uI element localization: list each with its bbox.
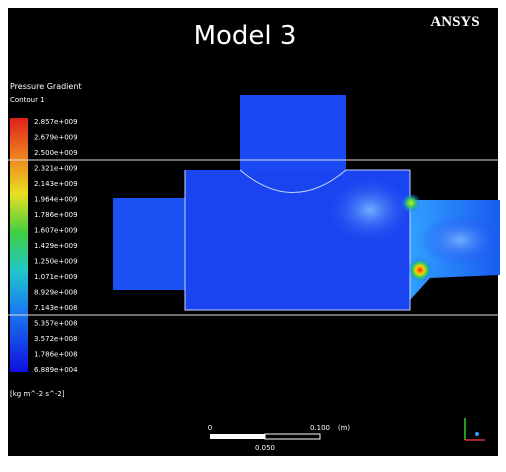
- legend-label: 1.964e+009: [34, 196, 78, 204]
- legend-title: Pressure Gradient: [10, 82, 82, 91]
- legend-label: 7.143e+008: [34, 304, 78, 312]
- scale-start: 0: [208, 424, 212, 432]
- scale-end: 0.100: [310, 424, 330, 432]
- legend-label: 1.429e+009: [34, 242, 78, 250]
- flow-region: [325, 175, 415, 245]
- axis-z: [475, 432, 479, 436]
- legend-label: 2.679e+009: [34, 134, 78, 142]
- legend-labels: 2.857e+009 2.679e+009 2.500e+009 2.321e+009…: [34, 118, 78, 374]
- legend-label: 2.857e+009: [34, 118, 78, 126]
- legend-label: 1.071e+009: [34, 273, 78, 281]
- scale-unit: (m): [338, 424, 351, 432]
- scale-mid: 0.050: [255, 444, 275, 452]
- title: Model 3: [194, 21, 297, 51]
- legend-label: 2.500e+009: [34, 149, 78, 157]
- hot-spot: [408, 258, 432, 282]
- legend-label: 2.321e+009: [34, 165, 78, 173]
- legend-label: 8.929e+008: [34, 289, 78, 297]
- hot-spot: [401, 193, 421, 213]
- legend-label: 6.889e+004: [34, 366, 78, 374]
- scale-segment: [210, 434, 265, 439]
- legend-label: 5.357e+008: [34, 320, 78, 328]
- legend-label: 1.250e+009: [34, 258, 78, 266]
- inlet: [113, 198, 187, 290]
- legend-units: [kg m^-2 s^-2]: [10, 390, 65, 398]
- flow-region: [420, 215, 500, 265]
- logo: ANSYS: [430, 14, 479, 30]
- legend-label: 1.786e+009: [34, 211, 78, 219]
- legend-label: 2.143e+009: [34, 180, 78, 188]
- viewer: Model 3 ANSYS Pressure Gradient Contour …: [0, 0, 506, 468]
- legend-subtitle: Contour 1: [10, 96, 45, 104]
- legend-label: 3.572e+008: [34, 335, 78, 343]
- top-chamber: [240, 95, 346, 173]
- legend-label: 1.786e+008: [34, 351, 78, 359]
- legend-label: 1.607e+009: [34, 227, 78, 235]
- color-bar: [10, 118, 28, 372]
